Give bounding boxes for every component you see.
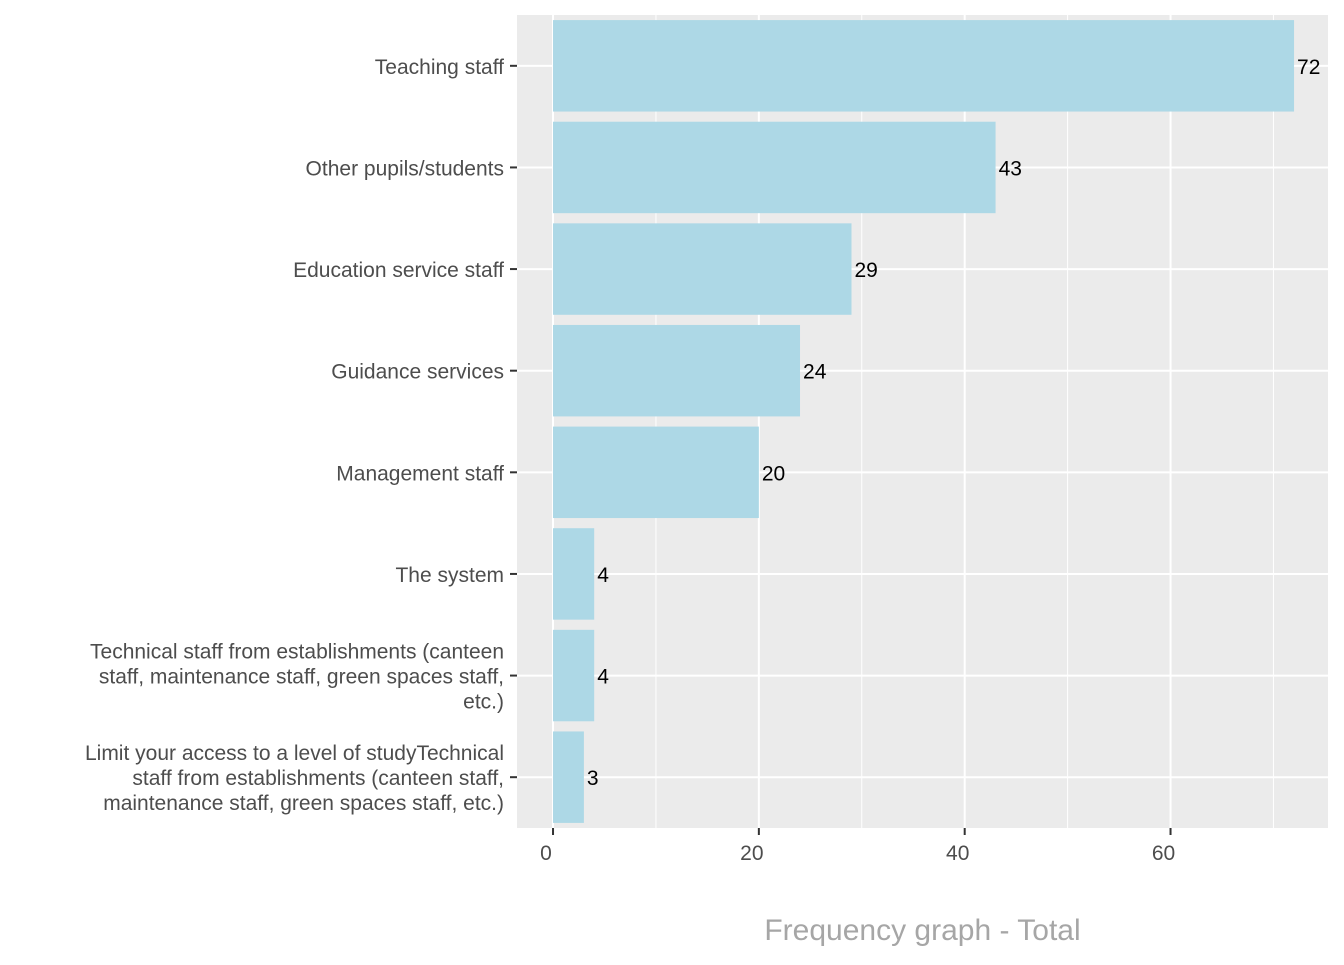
data-label: 72 [1297, 56, 1320, 79]
x-tick-label: 0 [540, 842, 552, 865]
bar [553, 528, 595, 620]
data-label: 4 [597, 666, 609, 689]
y-tick-label: The system [395, 564, 504, 587]
x-tick-label: 40 [946, 842, 969, 865]
bar [553, 20, 1295, 112]
data-label: 20 [762, 462, 785, 485]
y-tick-label: Technical staff from establishments (can… [90, 641, 504, 714]
bar [553, 629, 595, 722]
y-tick-label: Teaching staff [375, 56, 504, 79]
y-tick-label: Guidance services [331, 361, 504, 384]
y-tick-label: Management staff [336, 462, 504, 485]
bar [553, 731, 584, 823]
bar [553, 324, 801, 417]
data-label: 3 [587, 767, 599, 790]
x-tick-label: 20 [740, 842, 763, 865]
x-tick-label: 60 [1152, 842, 1175, 865]
data-label: 43 [999, 157, 1022, 180]
data-label: 4 [597, 564, 609, 587]
y-tick-label: Other pupils/students [306, 157, 504, 180]
y-tick-label: Limit your access to a level of studyTec… [85, 742, 504, 815]
bar [553, 223, 852, 315]
x-axis-title: Frequency graph - Total [764, 914, 1080, 947]
bar [553, 121, 996, 214]
bar [553, 426, 759, 519]
data-label: 29 [854, 259, 877, 282]
data-label: 24 [803, 361, 827, 384]
y-tick-label: Education service staff [293, 259, 504, 282]
